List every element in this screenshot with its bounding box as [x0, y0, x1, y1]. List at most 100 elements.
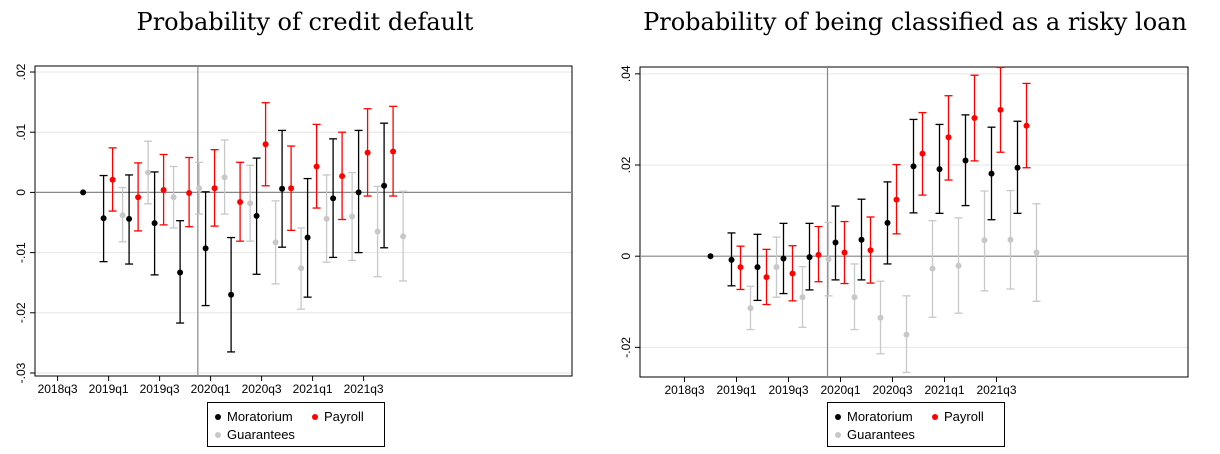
legend-label: Guarantees — [227, 427, 295, 442]
legend-marker-moratorium — [835, 413, 841, 420]
point-guarantees — [145, 169, 152, 176]
chart-legend: Moratorium Payroll Guarantees — [827, 402, 1005, 447]
point-moratorium — [80, 189, 87, 196]
point-moratorium — [988, 170, 995, 177]
point-guarantees — [955, 262, 962, 269]
point-moratorium — [910, 163, 917, 170]
point-moratorium — [202, 245, 209, 252]
legend-item-guarantees: Guarantees — [835, 427, 915, 442]
x-tick-label: 2020q1 — [820, 383, 860, 397]
point-guarantees — [170, 194, 177, 201]
point-moratorium — [1014, 164, 1021, 171]
point-payroll — [186, 190, 193, 197]
point-moratorium — [806, 254, 813, 261]
y-tick-label: 0 — [14, 189, 28, 196]
x-tick-label: 2019q3 — [140, 382, 180, 396]
point-payroll — [971, 115, 978, 122]
x-tick-label: 2019q1 — [89, 382, 129, 396]
point-payroll — [135, 194, 142, 201]
point-payroll — [211, 185, 218, 192]
point-moratorium — [936, 166, 943, 173]
x-tick-label: 2021q1 — [293, 382, 333, 396]
point-moratorium — [126, 215, 133, 222]
point-payroll — [789, 270, 796, 277]
legend-label: Payroll — [324, 409, 364, 424]
legend-marker-payroll — [312, 413, 318, 420]
point-moratorium — [151, 220, 158, 227]
point-guarantees — [323, 215, 330, 222]
point-guarantees — [1007, 236, 1014, 243]
point-payroll — [815, 251, 822, 258]
point-guarantees — [773, 264, 780, 271]
x-tick-label: 2018q3 — [664, 383, 704, 397]
x-tick-label: 2021q3 — [344, 382, 384, 396]
legend-label: Moratorium — [847, 409, 913, 424]
point-payroll — [737, 264, 744, 271]
point-payroll — [364, 149, 371, 156]
point-guarantees — [196, 185, 203, 192]
point-guarantees — [272, 239, 279, 246]
y-tick-label: -.03 — [14, 362, 28, 383]
point-guarantees — [799, 294, 806, 301]
x-tick-label: 2020q3 — [872, 383, 912, 397]
chart-title: Probability of credit default — [136, 8, 474, 36]
point-payroll — [160, 187, 167, 193]
x-tick-label: 2019q3 — [768, 383, 808, 397]
chart-plot: -.03 -.02 -.01 0 .01 .02 2018q3 2019q1 2019q3 202… — [14, 63, 573, 396]
point-moratorium — [858, 236, 865, 243]
point-moratorium — [728, 256, 735, 263]
point-guarantees — [903, 331, 910, 338]
x-tick-label: 2019q1 — [716, 383, 756, 397]
plot-frame — [639, 66, 1189, 378]
y-tick-label: 0 — [619, 253, 633, 260]
y-tick-label: .04 — [619, 65, 633, 82]
point-guarantees — [981, 237, 988, 244]
point-payroll — [262, 141, 269, 148]
point-guarantees — [825, 256, 832, 263]
point-payroll — [313, 163, 320, 170]
point-guarantees — [747, 305, 754, 312]
legend-marker-guarantees — [835, 431, 841, 438]
legend-item-guarantees: Guarantees — [215, 427, 295, 442]
point-payroll — [919, 150, 926, 157]
point-moratorium — [100, 215, 107, 222]
point-payroll — [237, 199, 244, 206]
x-tick-label: 2021q1 — [924, 383, 964, 397]
legend-label: Moratorium — [227, 409, 293, 424]
point-guarantees — [374, 228, 381, 235]
point-payroll — [1023, 122, 1030, 129]
point-payroll — [867, 247, 874, 254]
point-moratorium — [304, 234, 311, 241]
legend-item-moratorium: Moratorium — [835, 409, 913, 424]
legend-label: Payroll — [944, 409, 984, 424]
point-guarantees — [349, 213, 356, 220]
point-moratorium — [832, 239, 839, 246]
point-moratorium — [279, 185, 286, 192]
point-moratorium — [884, 219, 891, 226]
y-tick-label: -.02 — [619, 337, 633, 358]
point-guarantees — [1033, 249, 1040, 256]
legend-item-payroll: Payroll — [312, 409, 364, 424]
x-tick-label: 2021q3 — [976, 383, 1016, 397]
y-tick-label: -.01 — [14, 242, 28, 263]
chart-panel-credit-default: Probability of credit default -.03 -.02 -.… — [14, 8, 573, 447]
plot-frame — [34, 65, 573, 377]
point-guarantees — [877, 314, 884, 321]
chart-panel-risky-loan: Probability of being classified as a ris… — [610, 0, 1220, 454]
point-moratorium — [177, 269, 184, 276]
chart-legend: Moratorium Payroll Guarantees — [207, 402, 385, 447]
point-payroll — [763, 274, 770, 281]
point-guarantees — [298, 265, 305, 272]
point-guarantees — [221, 174, 228, 181]
point-moratorium — [355, 189, 362, 196]
point-payroll — [997, 106, 1004, 113]
point-moratorium — [780, 255, 787, 262]
legend-item-payroll: Payroll — [932, 409, 984, 424]
point-payroll — [288, 185, 295, 192]
y-tick-label: .01 — [14, 124, 28, 141]
point-payroll — [339, 173, 346, 180]
point-moratorium — [228, 291, 235, 298]
point-moratorium — [330, 195, 337, 202]
legend-marker-moratorium — [215, 413, 221, 420]
y-tick-label: .02 — [619, 156, 633, 173]
